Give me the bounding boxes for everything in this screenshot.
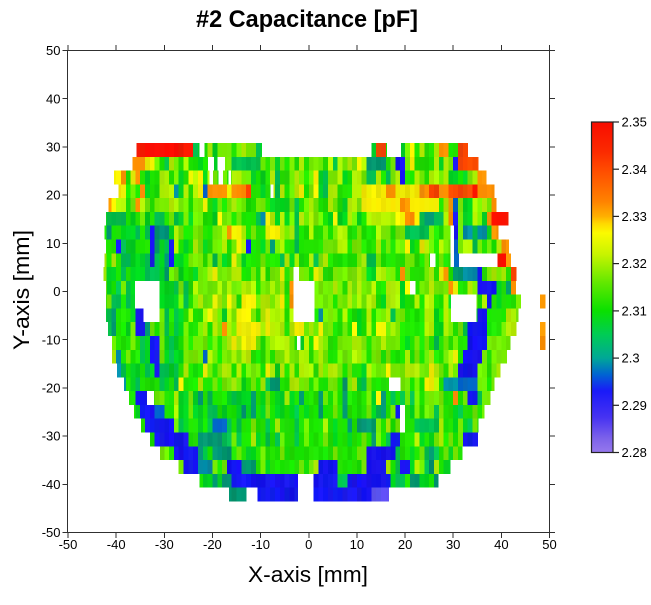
svg-text:-40: -40 xyxy=(107,537,126,552)
svg-text:Y-axis [mm]: Y-axis [mm] xyxy=(9,230,34,350)
svg-text:20: 20 xyxy=(46,188,60,203)
svg-text:0: 0 xyxy=(305,537,312,552)
svg-text:-20: -20 xyxy=(203,537,222,552)
svg-text:2.3: 2.3 xyxy=(622,351,640,366)
svg-text:30: 30 xyxy=(46,140,60,155)
svg-text:#2 Capacitance [pF]: #2 Capacitance [pF] xyxy=(196,6,418,33)
svg-text:40: 40 xyxy=(494,537,508,552)
svg-text:2.33: 2.33 xyxy=(622,209,647,224)
svg-text:-10: -10 xyxy=(251,537,270,552)
svg-text:50: 50 xyxy=(542,537,556,552)
svg-text:2.29: 2.29 xyxy=(622,398,647,413)
svg-text:-40: -40 xyxy=(42,477,61,492)
svg-text:0: 0 xyxy=(53,284,60,299)
svg-text:10: 10 xyxy=(350,537,364,552)
svg-text:-50: -50 xyxy=(59,537,78,552)
svg-text:30: 30 xyxy=(446,537,460,552)
svg-text:20: 20 xyxy=(398,537,412,552)
svg-text:2.35: 2.35 xyxy=(622,115,647,130)
svg-text:2.31: 2.31 xyxy=(622,304,647,319)
svg-text:2.28: 2.28 xyxy=(622,445,647,460)
svg-text:2.34: 2.34 xyxy=(622,162,647,177)
svg-text:-20: -20 xyxy=(42,381,61,396)
svg-text:-30: -30 xyxy=(42,429,61,444)
svg-text:40: 40 xyxy=(46,91,60,106)
svg-text:50: 50 xyxy=(46,43,60,58)
svg-text:X-axis [mm]: X-axis [mm] xyxy=(248,562,368,587)
svg-text:2.32: 2.32 xyxy=(622,256,647,271)
svg-text:-30: -30 xyxy=(155,537,174,552)
svg-text:-10: -10 xyxy=(42,332,61,347)
svg-text:-50: -50 xyxy=(42,525,61,540)
svg-text:10: 10 xyxy=(46,236,60,251)
